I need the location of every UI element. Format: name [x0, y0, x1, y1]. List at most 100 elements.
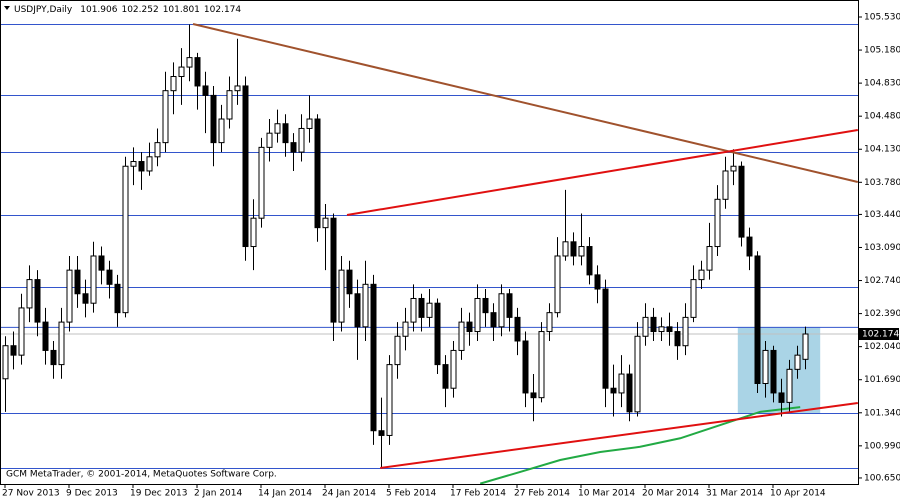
trend-line — [346, 128, 858, 216]
candle-body — [554, 255, 561, 314]
candle-body — [154, 142, 161, 158]
candle-body — [506, 293, 513, 318]
candle-body — [498, 293, 505, 328]
candle-body — [66, 269, 73, 323]
candle-body — [570, 241, 577, 257]
open: 101.906 — [80, 5, 117, 15]
x-tick-label: 17 Feb 2014 — [450, 489, 506, 499]
plot-border — [0, 0, 859, 485]
low: 101.801 — [163, 5, 200, 15]
candle-body — [450, 349, 457, 389]
candle-body — [682, 316, 689, 347]
x-tick-label: 31 Mar 2014 — [706, 489, 763, 499]
candle-body — [778, 392, 785, 403]
candle-body — [258, 146, 265, 219]
candle-body — [674, 331, 681, 347]
y-tick-label: 105.180 — [864, 46, 900, 56]
candle-body — [650, 316, 657, 333]
x-tick-label: 10 Apr 2014 — [770, 489, 826, 499]
candle-body — [370, 283, 377, 432]
y-tick-label: 101.690 — [864, 375, 900, 385]
x-tick-label: 2 Jan 2014 — [194, 489, 242, 499]
candle-body — [98, 255, 105, 271]
candle-body — [714, 198, 721, 248]
candle-body — [514, 316, 521, 342]
moving-average — [479, 406, 801, 485]
candle-body — [754, 255, 761, 384]
candle-body — [690, 279, 697, 318]
candle-body — [82, 293, 89, 304]
candle-body — [522, 340, 529, 394]
candle-body — [122, 165, 129, 314]
candle-body — [730, 165, 737, 172]
candle-body — [738, 165, 745, 238]
candle-body — [74, 269, 81, 295]
candle-body — [666, 326, 673, 333]
candle-body — [706, 246, 713, 271]
candle-body — [602, 288, 609, 389]
trend-line — [192, 23, 859, 183]
x-tick-label: 20 Mar 2014 — [642, 489, 699, 499]
candle-body — [402, 321, 409, 337]
candle-body — [538, 331, 545, 399]
candle-body — [482, 297, 489, 314]
candle-body — [298, 127, 305, 153]
y-tick-label: 102.390 — [864, 309, 900, 319]
menu-icon[interactable] — [4, 6, 10, 10]
plot-area — [0, 23, 859, 485]
candle-body — [338, 269, 345, 323]
y-tick-label: 100.990 — [864, 441, 900, 451]
candle-body — [378, 430, 385, 436]
candle-body — [306, 118, 313, 129]
candle-body — [10, 345, 17, 356]
candle-body — [314, 118, 321, 229]
price-tag-label: 102.174 — [862, 330, 899, 340]
candle-body — [618, 373, 625, 394]
x-tick-label: 10 Mar 2014 — [578, 489, 635, 499]
candle-body — [394, 335, 401, 366]
candle-body — [26, 279, 33, 309]
y-tick-label: 103.780 — [864, 178, 900, 188]
candle-body — [130, 161, 137, 167]
candle-body — [34, 279, 41, 323]
candle-body — [218, 118, 225, 144]
candle-body — [746, 236, 753, 257]
candle-body — [762, 349, 769, 384]
candle-body — [322, 217, 329, 229]
candle-body — [250, 217, 257, 248]
x-tick-label: 14 Jan 2014 — [258, 489, 312, 499]
candle-body — [578, 246, 585, 257]
candle-body — [642, 316, 649, 337]
x-tick-label: 27 Feb 2014 — [514, 489, 570, 499]
candle-body — [290, 142, 297, 153]
y-tick-label: 102.740 — [864, 276, 900, 286]
candle-body — [106, 269, 113, 285]
y-tick-label: 103.090 — [864, 243, 900, 253]
candle-body — [362, 283, 369, 328]
trend-line — [380, 401, 858, 469]
y-tick-label: 101.340 — [864, 408, 900, 418]
chart-header: USDJPY,Daily 101.906 102.252 101.801 102.174 — [14, 5, 241, 15]
high: 102.252 — [121, 5, 158, 15]
candle-body — [226, 90, 233, 120]
candle-body — [266, 132, 273, 148]
y-tick-label: 105.530 — [864, 13, 900, 23]
candle-body — [474, 297, 481, 333]
candle-body — [466, 321, 473, 333]
candle-body — [426, 302, 433, 318]
candle-body — [42, 321, 49, 351]
candle-body — [234, 85, 241, 92]
y-tick-label: 104.130 — [864, 145, 900, 155]
candle-body — [610, 387, 617, 394]
candle-body — [210, 94, 217, 144]
candle-body — [50, 349, 57, 366]
candle-body — [802, 333, 809, 360]
candle-body — [786, 368, 793, 403]
candle-body — [658, 326, 665, 333]
candle-body — [530, 392, 537, 399]
candle-body — [274, 123, 281, 134]
candle-body — [546, 312, 553, 333]
candle-body — [794, 354, 801, 370]
